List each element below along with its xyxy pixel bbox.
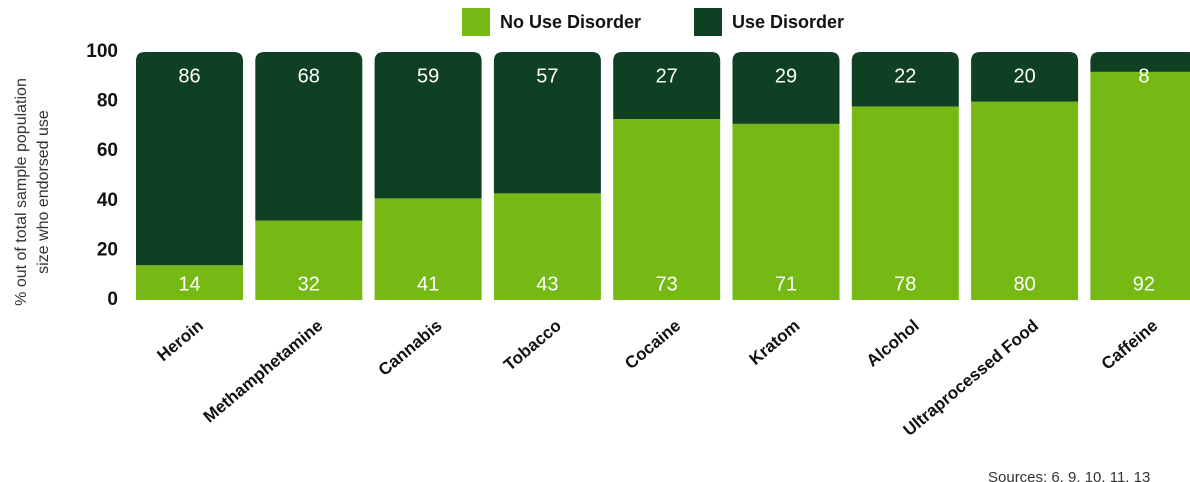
value-label: 29 [775,65,797,87]
x-tick-label: Tobacco [500,316,565,375]
y-axis-label: size who endorsed use [35,110,52,274]
value-label: 27 [656,65,678,87]
bar-segment [374,52,482,199]
value-label: 32 [298,273,320,295]
bar-segment [136,52,243,266]
x-tick-label: Methamphetamine [200,316,327,426]
bar-segment [971,101,1079,300]
bar-segment [613,118,721,301]
value-label: 22 [894,65,916,87]
y-tick-label: 0 [107,289,118,310]
y-tick-label: 100 [86,41,118,62]
value-label: 86 [178,65,200,87]
x-tick-label: Ultraprocessed Food [900,316,1042,440]
value-label: 78 [894,273,916,295]
value-label: 71 [775,273,797,295]
bar-segment [255,52,363,221]
bar-segment [1090,71,1190,300]
value-label: 57 [536,65,558,87]
x-tick-label: Alcohol [863,316,923,371]
y-tick-label: 40 [97,190,118,211]
bar-segment [136,265,243,300]
x-tick-label: Heroin [153,316,206,365]
x-tick-label: Cocaine [621,316,684,373]
bar-segment [1090,52,1190,72]
bar-segment [613,52,721,119]
value-label: 80 [1013,273,1035,295]
y-tick-label: 80 [97,91,118,112]
legend-swatch [462,8,490,36]
legend-label: Use Disorder [732,12,844,32]
x-tick-label: Caffeine [1098,316,1162,374]
bar-segment [255,220,363,300]
bar-segment [851,106,959,300]
value-label: 68 [298,65,320,87]
bar-segment [493,193,601,300]
bar-segment [971,52,1079,102]
bar-segment [851,52,959,107]
note: Sources: 6, 9, 10, 11, 13 [988,469,1150,482]
legend-swatch [694,8,722,36]
x-tick-label: Cannabis [375,316,446,380]
bar-segment [732,52,840,124]
bar-segment [374,198,482,300]
legend-label: No Use Disorder [500,12,641,32]
value-label: 20 [1013,65,1035,87]
value-label: 8 [1138,65,1149,87]
value-label: 59 [417,65,439,87]
value-label: 43 [536,273,558,295]
y-tick-label: 60 [97,140,118,161]
value-label: 14 [178,273,200,295]
value-label: 73 [656,273,678,295]
y-axis-label: % out of total sample population [13,78,30,306]
value-label: 41 [417,273,439,295]
x-tick-label: Kratom [746,316,804,369]
bar-segment [493,52,601,194]
y-tick-label: 20 [97,239,118,260]
bar-segment [732,123,840,300]
value-label: 92 [1133,273,1155,295]
